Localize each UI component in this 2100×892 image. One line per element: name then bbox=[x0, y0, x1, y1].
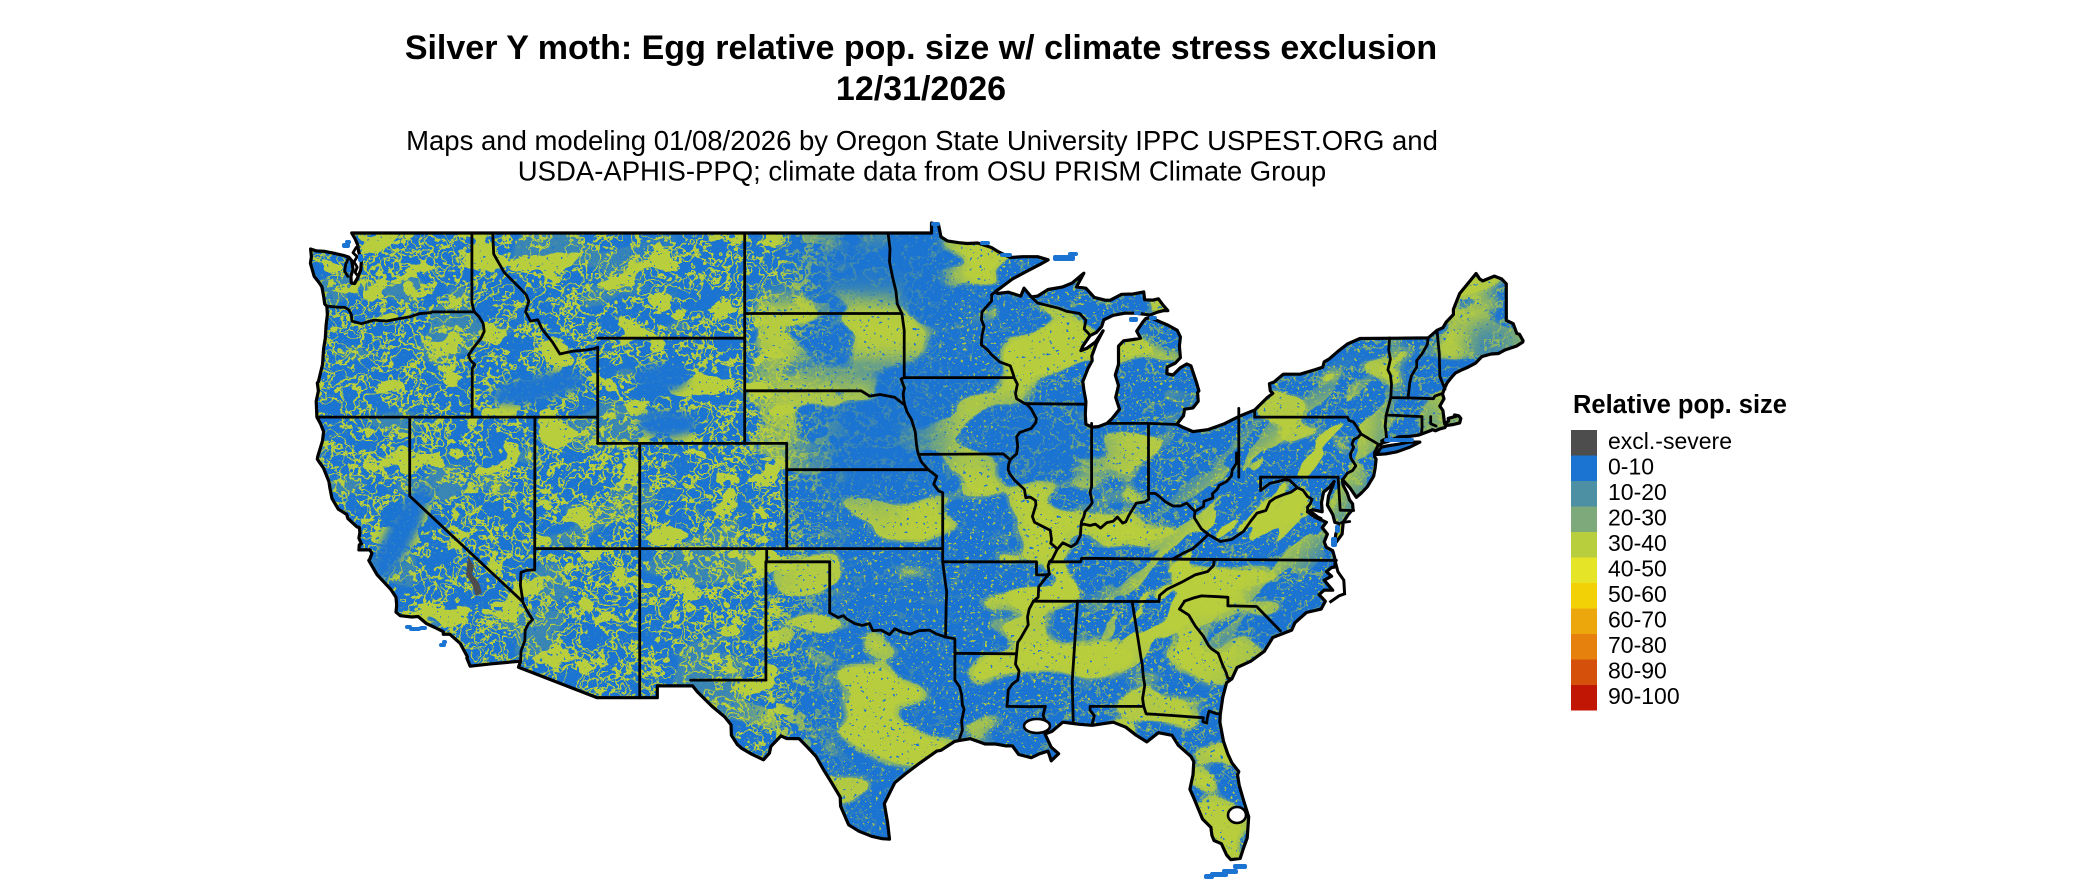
svg-text:Maps and modeling 01/08/2026 b: Maps and modeling 01/08/2026 by Oregon S… bbox=[406, 125, 1438, 156]
svg-text:70-80: 70-80 bbox=[1608, 632, 1667, 658]
svg-text:80-90: 80-90 bbox=[1608, 658, 1667, 684]
svg-text:40-50: 40-50 bbox=[1608, 556, 1667, 582]
svg-text:USDA-APHIS-PPQ; climate data f: USDA-APHIS-PPQ; climate data from OSU PR… bbox=[518, 156, 1326, 187]
svg-text:12/31/2026: 12/31/2026 bbox=[836, 70, 1006, 108]
svg-text:Silver Y moth: Egg relative po: Silver Y moth: Egg relative pop. size w/… bbox=[405, 29, 1437, 67]
svg-text:Relative pop. size: Relative pop. size bbox=[1573, 391, 1787, 419]
svg-text:20-30: 20-30 bbox=[1608, 505, 1667, 531]
svg-text:30-40: 30-40 bbox=[1608, 530, 1667, 556]
svg-text:60-70: 60-70 bbox=[1608, 607, 1667, 633]
svg-text:0-10: 0-10 bbox=[1608, 454, 1654, 480]
svg-text:10-20: 10-20 bbox=[1608, 479, 1667, 505]
svg-text:50-60: 50-60 bbox=[1608, 581, 1667, 607]
svg-text:excl.-severe: excl.-severe bbox=[1608, 428, 1732, 454]
svg-text:90-100: 90-100 bbox=[1608, 683, 1680, 709]
